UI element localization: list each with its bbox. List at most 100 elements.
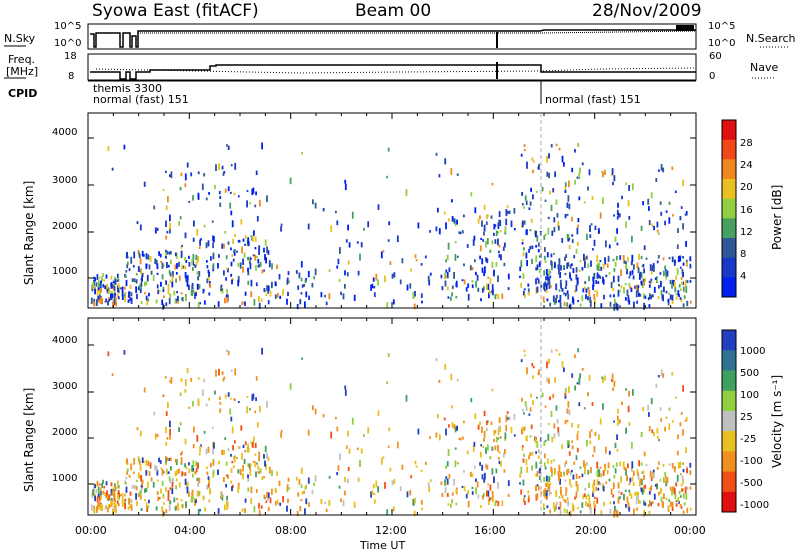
velocity-echo — [493, 429, 496, 436]
power-echo — [471, 280, 474, 283]
power-echo — [593, 289, 596, 292]
velocity-echo — [287, 477, 290, 482]
velocity-echo — [266, 491, 268, 498]
power-echo — [463, 214, 465, 218]
power-echo — [324, 294, 326, 298]
velocity-echo — [575, 473, 578, 480]
power-echo — [566, 202, 569, 208]
power-echo — [224, 231, 227, 234]
power-echo — [218, 163, 220, 170]
velocity-echo — [314, 408, 317, 415]
power-echo — [633, 264, 635, 270]
velocity-echo — [555, 490, 558, 497]
velocity-echo — [158, 457, 160, 463]
velocity-echo — [554, 377, 556, 383]
velocity-echo — [445, 465, 447, 469]
velocity-echo — [252, 460, 255, 463]
velocity-echo — [169, 420, 171, 428]
power-echo — [574, 179, 576, 185]
velocity-echo — [671, 501, 674, 508]
power-echo — [609, 301, 612, 307]
power-echo — [443, 211, 446, 215]
power-echo — [544, 289, 546, 292]
velocity-echo — [668, 423, 671, 430]
power-echo — [564, 187, 567, 190]
power-echo — [138, 251, 140, 256]
power-echo — [195, 254, 198, 260]
velocity-echo — [116, 500, 119, 505]
velocity-echo — [388, 427, 391, 432]
power-echo — [444, 280, 447, 287]
velocity-echo — [421, 507, 423, 511]
power-echo — [647, 297, 650, 301]
power-echo — [203, 289, 205, 292]
velocity-echo — [157, 496, 160, 502]
velocity-echo — [113, 507, 116, 512]
velocity-echo — [524, 354, 526, 357]
velocity-echo — [370, 491, 372, 498]
velocity-colorbar-swatch — [722, 390, 736, 412]
velocity-echo — [564, 479, 567, 482]
velocity-echo — [537, 485, 540, 491]
power-echo — [616, 209, 619, 215]
velocity-echo — [575, 491, 578, 499]
power-echo — [139, 257, 142, 265]
power-echo — [636, 300, 638, 304]
power-echo — [218, 254, 220, 258]
velocity-echo — [367, 427, 370, 434]
power-echo — [470, 192, 473, 197]
power-echo — [344, 270, 346, 276]
power-echo — [246, 190, 249, 193]
power-echo — [249, 263, 252, 270]
power-echo — [648, 220, 651, 226]
velocity-echo — [682, 478, 684, 484]
velocity-echo — [230, 369, 233, 372]
power-echo — [226, 144, 228, 147]
velocity-echo — [637, 493, 639, 500]
velocity-echo — [215, 369, 217, 377]
power-echo — [571, 167, 574, 173]
power-echo — [656, 260, 659, 264]
velocity-echo — [637, 491, 640, 495]
velocity-echo — [555, 405, 558, 411]
velocity-echo — [261, 347, 263, 355]
power-echo — [393, 272, 396, 278]
velocity-echo — [212, 460, 215, 466]
velocity-echo — [198, 452, 201, 456]
power-echo — [200, 238, 202, 241]
power-echo — [184, 183, 187, 188]
velocity-echo — [344, 490, 346, 496]
velocity-echo — [244, 441, 247, 446]
power-echo — [591, 196, 594, 200]
power-echo — [589, 225, 591, 232]
date-title: 28/Nov/2009 — [592, 1, 702, 21]
power-echo — [197, 256, 199, 263]
velocity-echo — [556, 501, 558, 505]
velocity-echo — [330, 431, 333, 439]
power-echo — [99, 283, 102, 291]
power-echo — [180, 292, 183, 295]
velocity-echo — [559, 478, 561, 485]
power-echo — [537, 249, 540, 253]
power-echo — [649, 264, 652, 271]
power-echo — [494, 224, 497, 228]
velocity-echo — [345, 445, 348, 449]
power-echo — [244, 291, 247, 296]
power-echo — [608, 244, 611, 249]
velocity-echo — [548, 488, 551, 496]
velocity-echo — [592, 491, 594, 497]
power-echo — [685, 240, 687, 247]
velocity-echo — [219, 401, 222, 405]
velocity-echo — [620, 476, 622, 483]
power-echo — [681, 281, 683, 285]
velocity-echo — [185, 501, 187, 509]
velocity-echo — [521, 397, 523, 402]
power-echo — [405, 189, 408, 196]
power-echo — [230, 261, 233, 267]
power-echo — [631, 270, 634, 275]
velocity-echo — [117, 503, 120, 507]
velocity-echo — [521, 408, 524, 412]
velocity-echo — [669, 501, 672, 507]
velocity-echo — [184, 463, 186, 468]
velocity-echo — [399, 486, 402, 491]
